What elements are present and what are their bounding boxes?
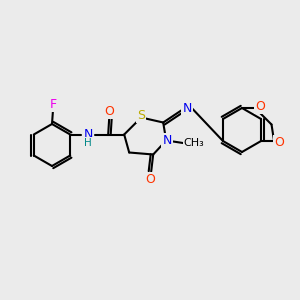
Text: F: F bbox=[50, 98, 57, 110]
Text: O: O bbox=[274, 136, 284, 149]
Text: N: N bbox=[83, 128, 93, 141]
Text: N: N bbox=[163, 134, 172, 147]
Text: H: H bbox=[84, 139, 92, 148]
Text: CH₃: CH₃ bbox=[184, 139, 205, 148]
Text: S: S bbox=[137, 109, 145, 122]
Text: O: O bbox=[104, 105, 114, 118]
Text: O: O bbox=[145, 173, 155, 186]
Text: N: N bbox=[182, 102, 192, 115]
Text: O: O bbox=[255, 100, 265, 112]
